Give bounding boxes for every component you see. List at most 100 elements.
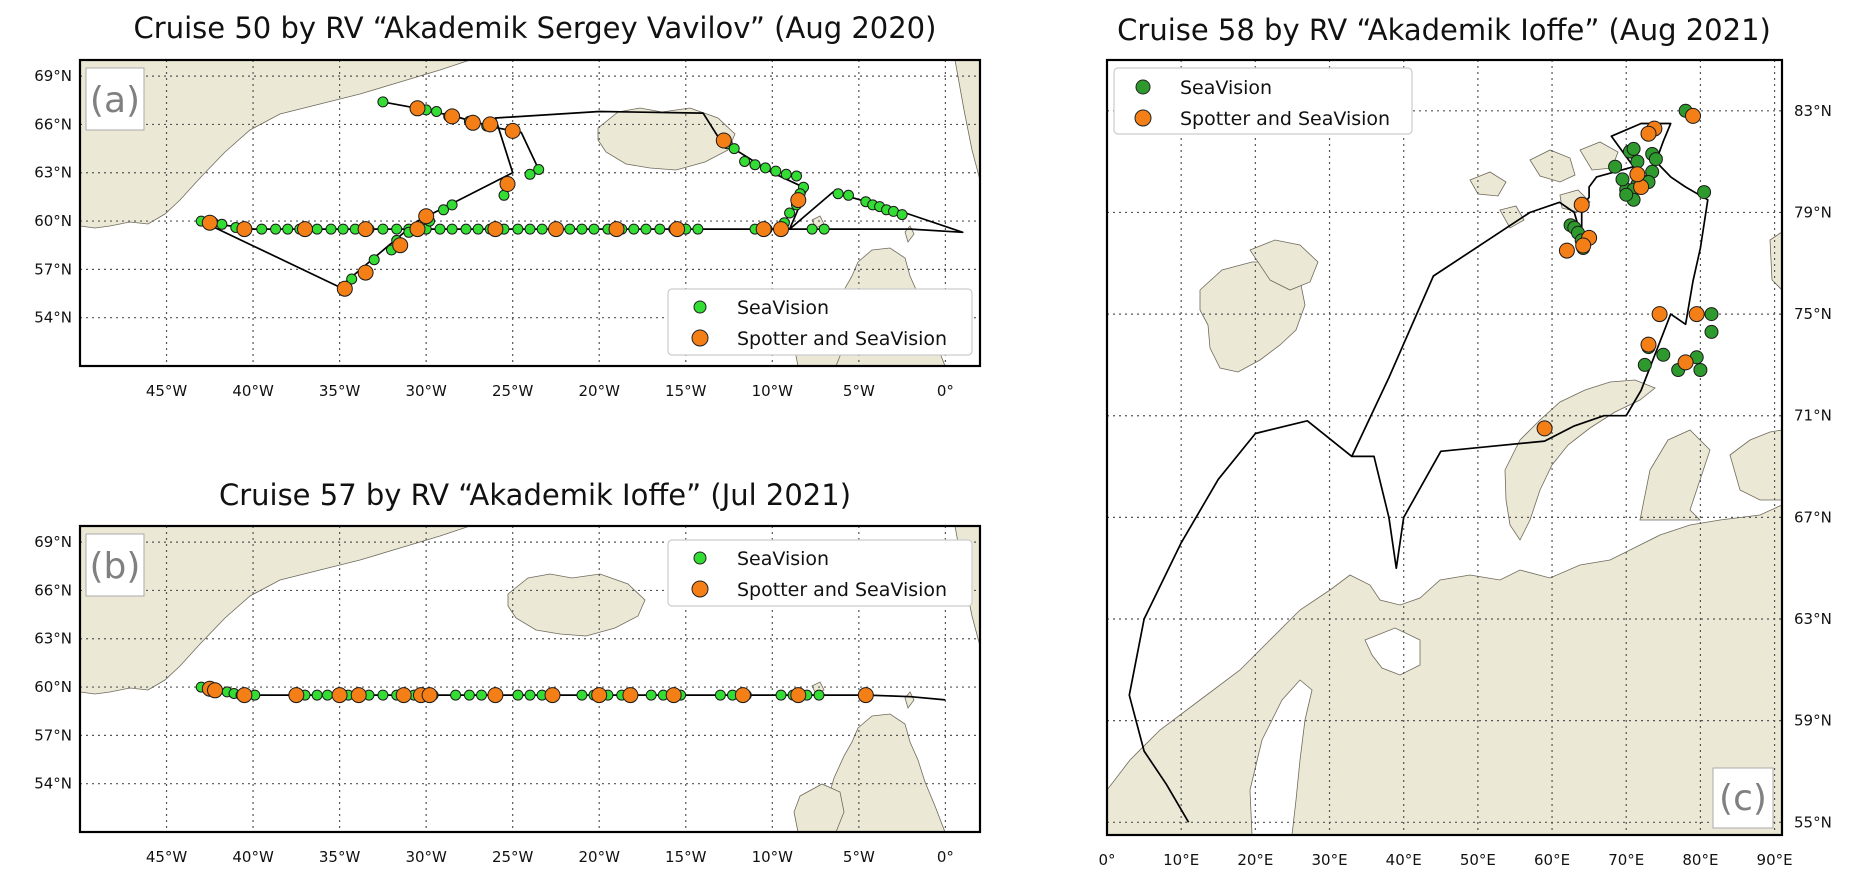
x-tick-label: 20°E — [1237, 851, 1273, 869]
y-tick-label: 60°N — [34, 678, 72, 696]
seavision-point — [311, 689, 323, 701]
panel-a-map — [80, 60, 980, 366]
legend-seavision-marker — [693, 300, 707, 314]
panel-b-y-ticks: 54°N 57°N 60°N 63°N 66°N 69°N — [34, 533, 72, 793]
seavision-point — [446, 199, 458, 211]
spotter-point — [734, 687, 751, 704]
panel-b-legend-seavision: SeaVision — [737, 548, 829, 570]
legend-spotter-marker — [691, 329, 709, 347]
x-tick-label: 50°E — [1460, 851, 1496, 869]
seavision-point — [377, 96, 389, 108]
y-tick-label: 69°N — [34, 533, 72, 551]
panel-c-map — [1107, 60, 1782, 835]
norway-land — [954, 60, 980, 181]
seavision-point — [346, 273, 358, 285]
panel-c-frame — [1105, 58, 1784, 837]
spotter-point — [409, 100, 426, 117]
panel-b-legend-spotter: Spotter and SeaVision — [737, 579, 947, 601]
yamal-land — [1639, 429, 1711, 521]
panel-b-letter: (b) — [90, 546, 141, 587]
spotter-point — [201, 214, 218, 231]
legend-seavision-marker — [1135, 79, 1151, 95]
svalbard-east-land — [1249, 239, 1319, 291]
panel-b-map — [80, 526, 980, 832]
x-tick-label: 30°E — [1311, 851, 1347, 869]
seavision-point — [256, 223, 268, 235]
y-tick-label: 54°N — [34, 309, 72, 327]
seavision-point — [476, 689, 487, 701]
x-tick-label: 45°W — [146, 848, 188, 866]
seavision-point — [728, 143, 740, 155]
spotter-point — [790, 192, 807, 209]
taymyr-land — [1729, 429, 1782, 501]
panel-b-x-ticks: 45°W 40°W 35°W 30°W 25°W 20°W 15°W 10°W 5°W 0° — [146, 848, 954, 866]
spotter-point — [395, 687, 412, 704]
spotter-point — [331, 687, 348, 704]
spotter-point — [1536, 420, 1553, 437]
y-tick-label: 54°N — [34, 775, 72, 793]
seavision-point — [463, 689, 475, 701]
spotter-point — [482, 116, 499, 133]
seavision-point — [1626, 141, 1641, 156]
spotter-point — [288, 687, 305, 704]
x-tick-label: 90°E — [1757, 851, 1793, 869]
seavision-point — [446, 223, 458, 235]
seavision-point — [832, 188, 844, 200]
panel-a-y-ticks: 54°N 57°N 60°N 63°N 66°N 69°N — [34, 67, 72, 327]
x-tick-label: 40°W — [232, 382, 274, 400]
panel-b-legend: SeaVision Spotter and SeaVision — [667, 539, 973, 607]
legend-spotter-marker — [1134, 109, 1152, 127]
spotter-point — [418, 208, 435, 225]
seavision-point — [438, 204, 449, 216]
panel-a-legend-seavision: SeaVision — [737, 297, 829, 319]
x-tick-label: 20°W — [579, 848, 621, 866]
seavision-point — [434, 223, 446, 235]
seavision-point — [640, 223, 652, 235]
spotter-point — [236, 687, 253, 704]
panel-c-legend-seavision: SeaVision — [1180, 77, 1272, 99]
novaya-zemlya-land — [1504, 379, 1656, 541]
greenland-land — [80, 60, 471, 229]
y-tick-label: 66°N — [34, 115, 72, 133]
panel-c-title: Cruise 58 by RV “Akademik Ioffe” (Aug 20… — [1117, 13, 1771, 47]
panel-c-legend: SeaVision Spotter and SeaVision — [1113, 67, 1413, 135]
seavision-point — [1693, 363, 1708, 377]
spotter-point — [444, 108, 461, 125]
seavision-point — [588, 223, 600, 235]
x-tick-label: 60°E — [1534, 851, 1570, 869]
seavision-point — [270, 223, 282, 235]
y-tick-label: 71°N — [1794, 407, 1832, 425]
panel-a-frame — [78, 58, 982, 368]
panel-b-letter-box — [85, 533, 145, 597]
seavision-point — [311, 223, 323, 235]
spotter-point — [1573, 196, 1590, 213]
panel-a-legend: SeaVision Spotter and SeaVision — [667, 288, 973, 356]
seavision-point — [325, 223, 337, 235]
spotter-point — [357, 221, 374, 238]
x-tick-label: 30°W — [405, 382, 447, 400]
severnaya-zemlya-land — [1769, 231, 1782, 291]
spotter-point — [715, 132, 732, 149]
seavision-point — [1648, 152, 1663, 167]
spotter-point — [504, 122, 521, 139]
panel-b-points — [195, 680, 874, 704]
seavision-point — [322, 689, 333, 701]
seavision-point — [533, 164, 545, 175]
x-tick-label: 15°W — [665, 382, 707, 400]
spotter-point — [350, 687, 367, 704]
panel-c-x-ticks: 0° 10°E 20°E 30°E 40°E 50°E 60°E 70°E 80°E 90°E — [1098, 851, 1792, 869]
spotter-point — [421, 687, 438, 704]
ireland-land — [793, 783, 845, 832]
spotter-point — [1685, 107, 1701, 124]
spotter-point — [669, 221, 686, 238]
y-tick-label: 69°N — [34, 67, 72, 85]
spotter-point — [297, 221, 313, 238]
seavision-point — [576, 689, 588, 701]
panel-b-title: Cruise 57 by RV “Akademik Ioffe” (Jul 20… — [219, 478, 851, 512]
spotter-point — [790, 687, 807, 704]
seavision-point — [813, 689, 825, 701]
spotter-point — [357, 264, 374, 281]
spotter-point — [487, 687, 504, 704]
spotter-point — [591, 687, 608, 704]
